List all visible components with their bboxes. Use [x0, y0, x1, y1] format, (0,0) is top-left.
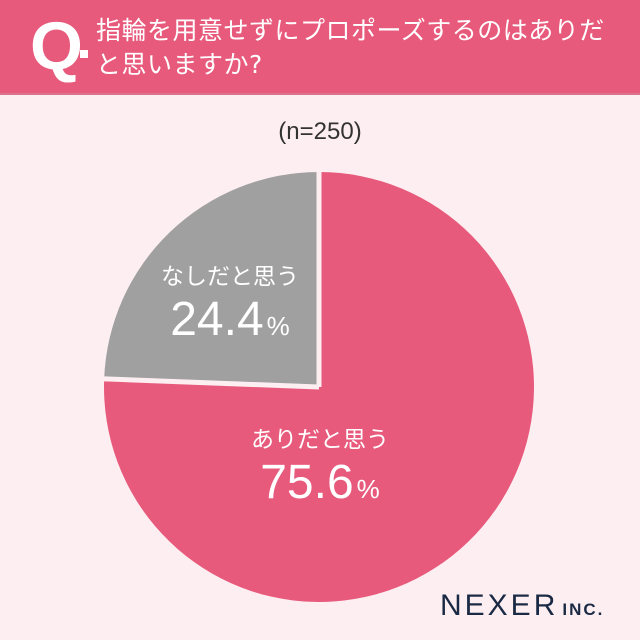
yes-value-number: 75.6: [260, 456, 354, 509]
q-dot: [80, 50, 88, 58]
logo-name: NEXER: [440, 589, 559, 622]
question-header: Q 指輪を用意せずにプロポーズするのはありだと思いますか?: [0, 0, 640, 95]
percent-sign: %: [356, 474, 380, 504]
label-no-value: 24.4%: [150, 292, 310, 354]
label-yes-category: ありだと思う: [251, 427, 389, 453]
label-no: なしだと思う 24.4%: [150, 262, 310, 354]
slice-separator: [101, 376, 320, 390]
label-yes: ありだと思う 75.6%: [235, 425, 405, 517]
logo-suffix: INC.: [562, 600, 605, 619]
question-text: 指輪を用意せずにプロポーズするのはありだと思いますか?: [96, 16, 605, 79]
percent-sign: %: [266, 311, 290, 341]
nexer-logo: NEXER INC.: [440, 589, 604, 623]
sample-size: (n=250): [278, 118, 362, 145]
slice-no: [104, 172, 320, 387]
q-mark: Q: [30, 8, 83, 84]
label-no-category: なしだと思う: [161, 264, 299, 290]
no-value-number: 24.4: [170, 293, 264, 346]
label-yes-value: 75.6%: [235, 455, 405, 517]
